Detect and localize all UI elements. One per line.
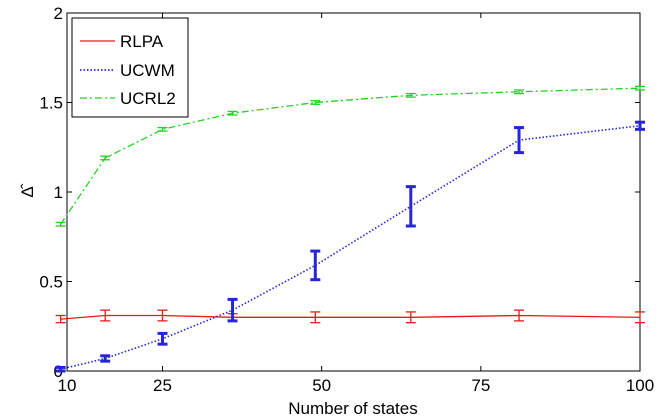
error-bar-ucwm	[100, 354, 111, 363]
error-bar-rlpa	[55, 314, 66, 324]
legend-item-rlpa: RLPA	[80, 32, 164, 51]
error-bar-ucwm	[55, 365, 66, 373]
series-ucrl2	[55, 85, 645, 227]
error-bar-rlpa	[157, 309, 168, 322]
error-bar-rlpa	[100, 309, 111, 322]
error-bar-ucwm	[514, 126, 525, 155]
y-tick-label: 2	[54, 4, 63, 23]
y-tick-label: 1	[54, 183, 63, 202]
x-axis-label: Number of states	[288, 399, 417, 418]
error-bar-ucwm	[635, 120, 645, 131]
x-tick-label: 75	[471, 376, 490, 395]
legend-box	[71, 17, 189, 118]
x-tick-label: 25	[153, 376, 172, 395]
error-bar-rlpa	[405, 311, 416, 324]
y-axis-label: Δ̂	[18, 183, 37, 197]
legend: RLPA UCWM UCRL2	[71, 17, 189, 118]
legend-label-ucwm: UCWM	[120, 61, 175, 80]
series-line-rlpa	[60, 314, 641, 320]
legend-item-ucwm: UCWM	[80, 61, 175, 80]
y-tick-label: 0.5	[39, 273, 63, 292]
error-bar-ucrl2	[405, 92, 416, 98]
legend-item-ucrl2: UCRL2	[80, 89, 176, 108]
series-line-ucrl2	[60, 87, 641, 225]
series-layer	[55, 85, 645, 373]
legend-label-ucrl2: UCRL2	[120, 89, 176, 108]
y-tick-label: 1.5	[39, 94, 63, 113]
error-bar-ucrl2	[100, 155, 111, 161]
series-rlpa	[55, 309, 645, 324]
series-line-ucwm	[60, 124, 641, 370]
error-bar-ucrl2	[635, 85, 645, 91]
error-bar-ucrl2	[157, 126, 168, 132]
error-bar-ucwm	[405, 185, 416, 228]
error-bar-ucwm	[310, 249, 321, 282]
error-bar-rlpa	[635, 311, 645, 324]
error-bar-rlpa	[310, 311, 321, 324]
x-tick-label: 100	[626, 376, 654, 395]
error-bar-ucrl2	[55, 221, 66, 227]
error-bar-ucrl2	[310, 100, 321, 105]
x-tick-label: 10	[58, 376, 77, 395]
x-tick-label: 50	[312, 376, 331, 395]
error-bar-ucwm	[157, 331, 168, 346]
error-bar-ucrl2	[227, 110, 238, 116]
error-bar-ucwm	[227, 297, 238, 323]
error-bar-ucrl2	[514, 89, 525, 95]
legend-label-rlpa: RLPA	[120, 32, 164, 51]
error-bar-rlpa	[514, 309, 525, 322]
series-ucwm	[55, 120, 645, 373]
